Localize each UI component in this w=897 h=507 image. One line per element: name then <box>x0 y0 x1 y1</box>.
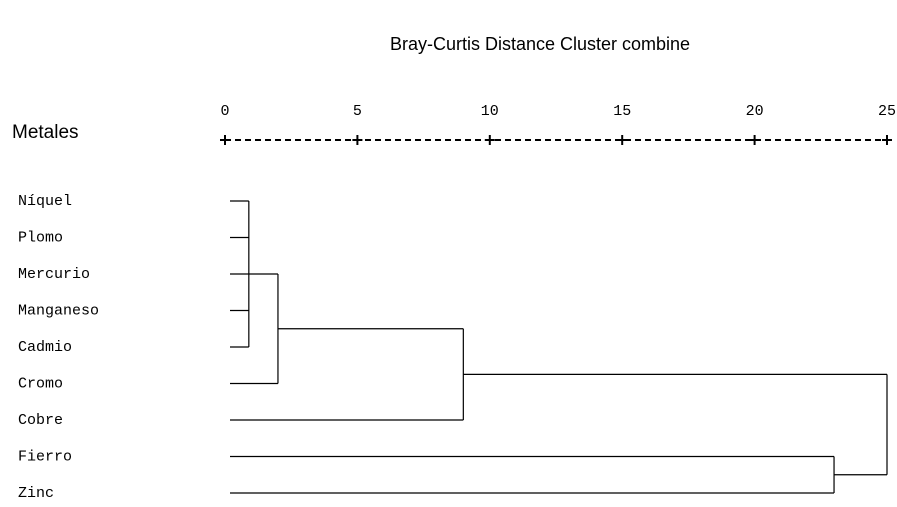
x-tick-label: 5 <box>353 103 362 120</box>
x-tick-label: 20 <box>746 103 764 120</box>
leaf-label: Zinc <box>18 485 54 502</box>
axis-label: Metales <box>12 122 79 143</box>
tick-mark <box>749 135 760 145</box>
x-tick-label: 15 <box>613 103 631 120</box>
tick-mark <box>220 135 230 145</box>
leaf-label: Mercurio <box>18 266 90 283</box>
leaf-label: Níquel <box>18 193 72 210</box>
leaf-label: Cadmio <box>18 339 72 356</box>
tick-mark <box>352 135 363 145</box>
leaf-label: Cobre <box>18 412 63 429</box>
leaf-label: Cromo <box>18 375 63 392</box>
x-tick-label: 10 <box>481 103 499 120</box>
leaf-label: Fierro <box>18 448 72 465</box>
x-tick-label: 25 <box>878 103 896 120</box>
chart-title: Bray-Curtis Distance Cluster combine <box>390 34 690 54</box>
tick-mark <box>484 135 495 145</box>
tick-mark <box>882 135 892 145</box>
leaf-label: Plomo <box>18 229 63 246</box>
tick-mark <box>617 135 628 145</box>
x-tick-label: 0 <box>220 103 229 120</box>
leaf-label: Manganeso <box>18 302 99 319</box>
